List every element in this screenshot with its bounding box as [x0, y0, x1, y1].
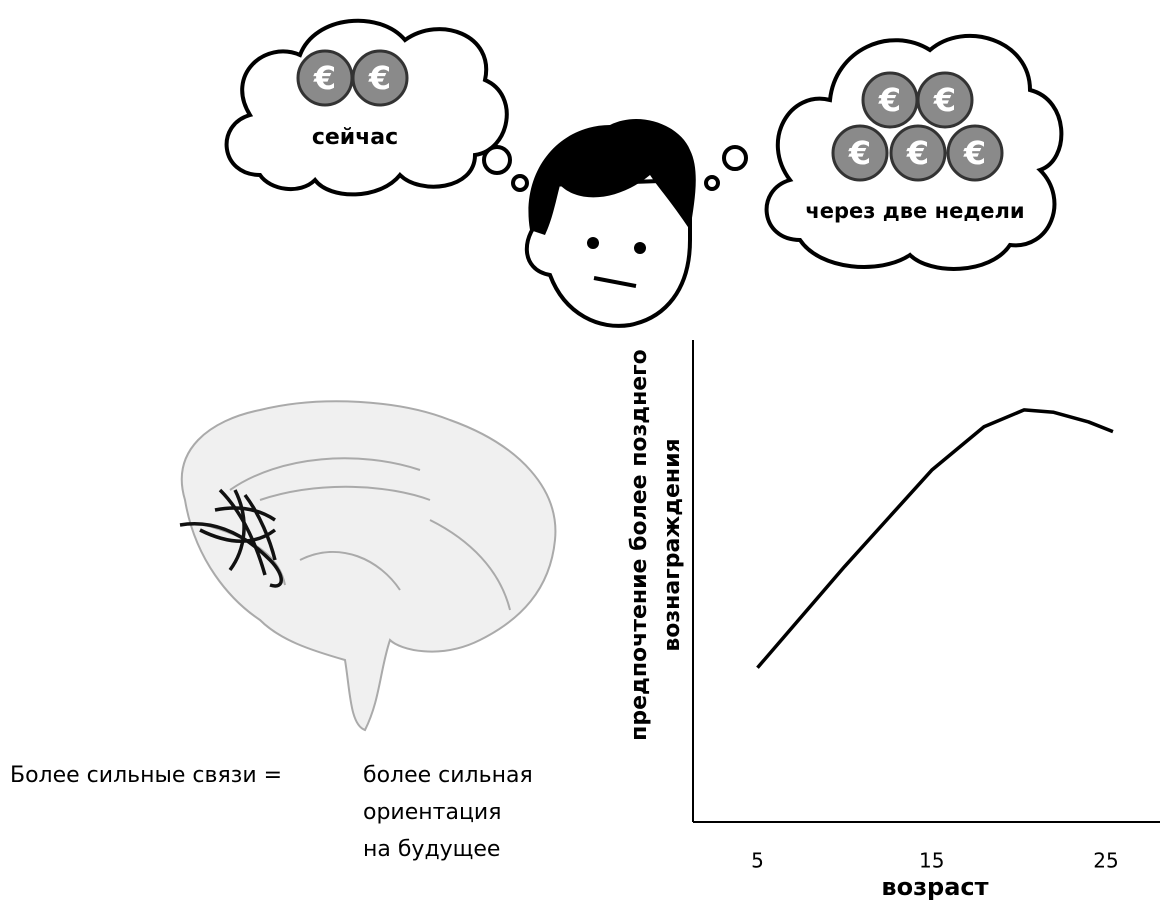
line — [756, 408, 1114, 669]
coin — [946, 124, 1004, 182]
coin-symbol: € — [878, 81, 901, 119]
coin-symbol: € — [313, 59, 336, 97]
coin — [351, 49, 409, 107]
coin — [889, 124, 947, 182]
x-axis-label: возраст — [881, 873, 988, 901]
caption-line: на будущее — [363, 837, 500, 862]
caption-left: Более сильные связи = — [10, 763, 282, 788]
coin-symbol: € — [963, 134, 986, 172]
coin-symbol: € — [368, 59, 391, 97]
thought-text: сейчас — [312, 125, 398, 150]
face — [524, 119, 696, 328]
caption-line: более сильная — [363, 763, 533, 788]
x-tick-label: 5 — [751, 849, 764, 873]
x-tick-label: 25 — [1093, 849, 1118, 873]
coin-symbol: € — [933, 81, 956, 119]
neural-connections — [179, 488, 283, 588]
coin-symbol: € — [848, 134, 871, 172]
thought-text: через две недели — [805, 199, 1024, 223]
coin — [831, 124, 889, 182]
thought-cloud-now — [224, 18, 529, 197]
coin-symbol: € — [906, 134, 929, 172]
brain-illustration — [180, 400, 557, 732]
coin — [916, 71, 974, 129]
y-axis-label: предпочтение более позднего — [627, 349, 652, 741]
x-tick-label: 15 — [919, 849, 944, 873]
caption-line: ориентация — [363, 800, 501, 825]
y-axis-label: вознаграждения — [660, 438, 685, 651]
